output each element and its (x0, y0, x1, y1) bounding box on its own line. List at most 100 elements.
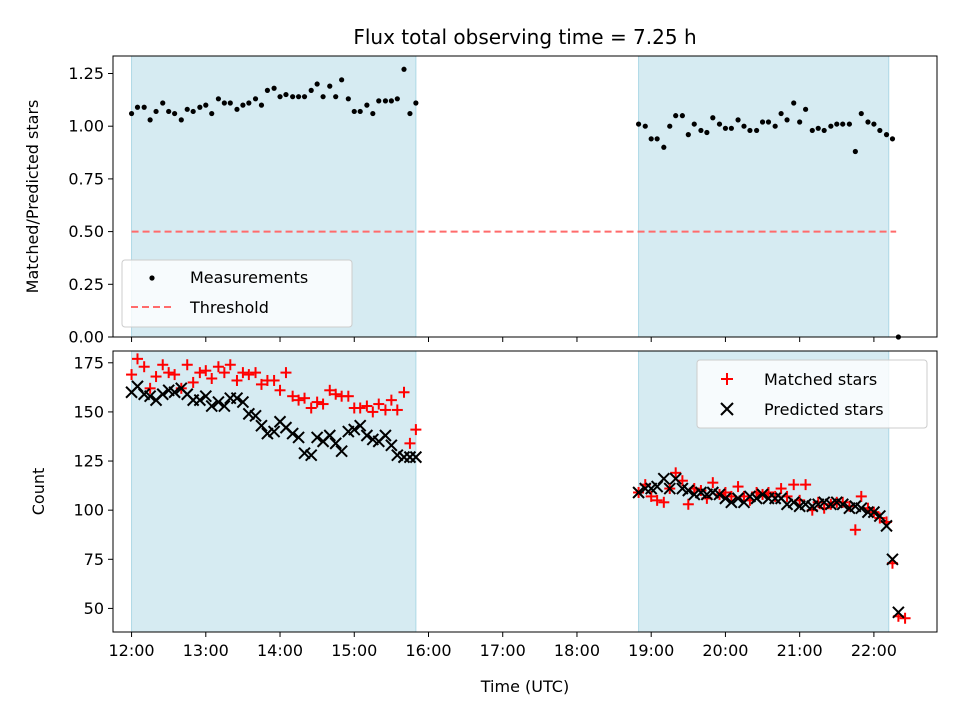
ratio-panel: 0.00 0.25 0.50 0.75 1.00 1.25 Matched/Predict… (23, 55, 938, 347)
bottom-y-ticks: 50 75 100 125 150 175 (73, 353, 113, 618)
matched-star-point (651, 494, 663, 506)
figure-title: Flux total observing time = 7.25 h (353, 25, 696, 49)
bottom-x-tick-label: 13:00 (183, 641, 229, 660)
measurement-point (134, 104, 141, 110)
bottom-y-tick-label: 100 (73, 501, 104, 520)
predicted-star-point (873, 509, 887, 523)
measurement-point (791, 100, 797, 106)
measurement-point (388, 98, 394, 104)
bottom-y-tick-label: 50 (84, 599, 104, 618)
predicted-star-point (230, 391, 244, 405)
measurement-point (271, 85, 277, 91)
top-y-ticks: 0.00 0.25 0.50 0.75 1.00 1.25 (68, 64, 113, 347)
predicted-star-point (713, 488, 726, 501)
top-y-tick-label: 0.00 (68, 328, 104, 347)
top-axes-frame (112, 55, 938, 338)
predicted-star-point (379, 429, 392, 442)
matched-star-point (299, 392, 311, 404)
matched-star-point (670, 467, 682, 479)
matched-star-point (837, 496, 849, 508)
predicted-star-point (212, 395, 225, 409)
measurement-point (765, 119, 772, 125)
top-y-axis-label: Matched/Predicted stars (23, 100, 42, 294)
matched-star-point (410, 424, 422, 436)
predicted-star-point (205, 399, 218, 413)
x-axis-label: Time (UTC) (480, 677, 569, 696)
predicted-star-point (168, 386, 181, 399)
predicted-star-point (682, 484, 695, 497)
measurement-point (797, 119, 803, 125)
matched-star-point (354, 402, 366, 414)
measurement-point (128, 110, 135, 117)
predicted-star-point (731, 492, 745, 505)
measurement-point (314, 81, 320, 87)
bottom-y-tick-label: 150 (73, 402, 104, 421)
measurement-point (240, 102, 246, 108)
measurement-point (178, 117, 184, 123)
legend-measurements-marker (149, 275, 155, 281)
measurement-point (141, 104, 147, 110)
bottom-legend-box (696, 359, 928, 429)
measurement-point (339, 77, 345, 83)
predicted-star-point (255, 419, 268, 432)
legend-threshold-label: Threshold (189, 298, 269, 317)
measurement-point (345, 96, 351, 102)
bottom-x-tick-label: 18:00 (554, 641, 600, 660)
matched-star-point (181, 359, 193, 371)
bottom-x-ticks: 12:00 13:00 14:00 15:00 16:00 17:00 18:00 19:00… (109, 632, 897, 660)
top-y-tick-label: 0.25 (68, 275, 104, 294)
measurement-point (716, 121, 723, 127)
matched-star-point (200, 365, 212, 377)
matched-star-point (732, 481, 744, 493)
measurement-point (283, 91, 289, 98)
measurement-point (264, 87, 271, 93)
bottom-x-tick-label: 15:00 (331, 641, 377, 660)
predicted-star-point (855, 501, 868, 515)
measurement-point (308, 87, 314, 93)
matched-star-point (342, 390, 354, 402)
bottom-x-tick-label: 12:00 (109, 641, 155, 660)
measurement-point (209, 110, 215, 117)
matched-star-point (385, 394, 397, 406)
top-legend: Measurements Threshold (121, 259, 353, 328)
measurement-point (184, 106, 190, 112)
measurement-point (759, 119, 766, 125)
matched-star-point (800, 479, 812, 491)
measurement-point (685, 132, 691, 138)
predicted-star-point (193, 393, 207, 407)
measurement-point (741, 123, 747, 129)
measurement-point (642, 123, 648, 129)
legend-matched-marker (721, 373, 733, 385)
top-observing-span-1 (638, 55, 890, 338)
matched-star-point (658, 496, 670, 508)
predicted-star-point (199, 389, 212, 403)
measurement-point (376, 98, 382, 104)
measurement-point (301, 94, 308, 100)
matched-star-point (280, 367, 292, 379)
matched-star-point (255, 378, 267, 390)
top-y-tick-label: 1.25 (68, 64, 104, 83)
measurement-point (172, 110, 178, 117)
measurement-point (290, 94, 296, 100)
matched-star-point (131, 353, 143, 365)
predicted-star-point (867, 505, 881, 519)
measurement-point (227, 100, 233, 106)
matched-star-point (682, 498, 694, 510)
predicted-star-point (409, 450, 423, 464)
top-legend-box (121, 259, 353, 328)
measurement-point (889, 136, 896, 142)
measurement-point (754, 127, 760, 134)
matched-star-point (287, 390, 299, 402)
predicted-star-point (750, 492, 763, 505)
matched-star-point (187, 376, 199, 388)
predicted-star-point (267, 425, 281, 438)
measurement-point (673, 113, 679, 119)
top-y-tick-label: 0.50 (68, 222, 104, 241)
measurement-point (351, 108, 357, 115)
matched-star-point (812, 496, 824, 508)
predicted-star-point (310, 431, 324, 444)
matched-star-point (367, 406, 379, 418)
predicted-star-point (657, 472, 671, 485)
legend-predicted-marker (720, 402, 734, 416)
measurement-point (858, 110, 864, 117)
